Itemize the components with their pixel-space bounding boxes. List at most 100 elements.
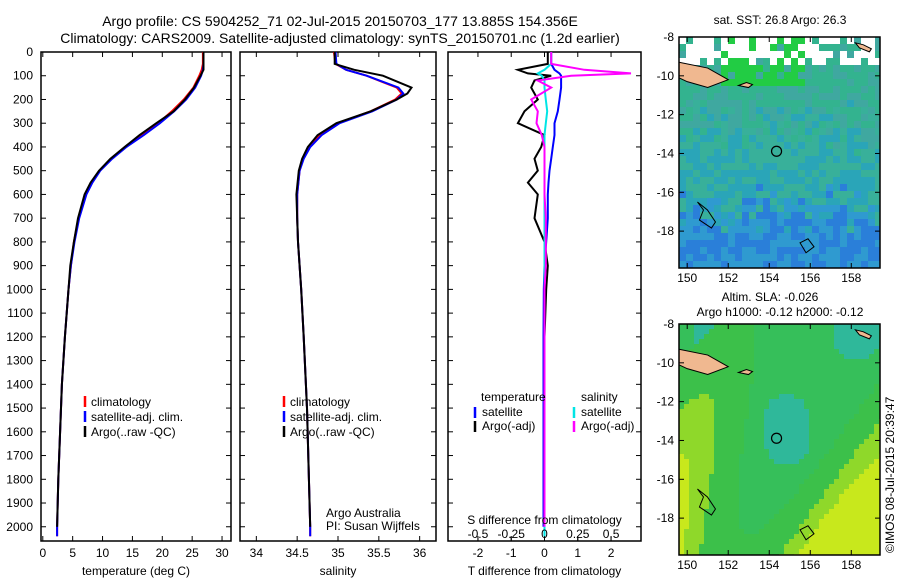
map-cell [704, 379, 709, 384]
y-tick-label: 2000 [6, 520, 33, 534]
map-cell [789, 549, 794, 554]
map-cell [684, 409, 689, 414]
map-cell [770, 205, 777, 212]
map-cell [779, 369, 784, 374]
map-cell [739, 379, 744, 384]
map-cell [784, 247, 791, 254]
map-cell [724, 504, 729, 509]
map-cell [868, 128, 875, 135]
map-cell [749, 339, 754, 344]
map-cell [779, 504, 784, 509]
map-cell [739, 549, 744, 554]
map-cell [868, 177, 875, 184]
map-cell [784, 404, 789, 409]
map-cell [719, 519, 724, 524]
map-cell [694, 344, 699, 349]
map-cell [839, 519, 844, 524]
map-cell [686, 128, 693, 135]
map-cell [789, 354, 794, 359]
map-cell [779, 459, 784, 464]
map-cell [874, 429, 879, 434]
map-cell [700, 247, 707, 254]
map-cell [809, 459, 814, 464]
map-cell [812, 240, 819, 247]
map-cell [707, 219, 714, 226]
map-cell [861, 247, 868, 254]
legend-label: satellite [581, 405, 622, 419]
map-cell [679, 121, 686, 128]
map-cell [798, 177, 805, 184]
map-cell [829, 499, 834, 504]
map-cell [799, 424, 804, 429]
map-cell [729, 329, 734, 334]
map-cell [754, 409, 759, 414]
map-cell [874, 409, 879, 414]
map-cell [709, 329, 714, 334]
map-cell [721, 107, 728, 114]
map-cell [719, 419, 724, 424]
map-cell [735, 233, 742, 240]
map-cell [749, 469, 754, 474]
map-cell [847, 86, 854, 93]
map-cell [849, 399, 854, 404]
map-cell [728, 86, 735, 93]
map-cell [804, 364, 809, 369]
map-cell [774, 329, 779, 334]
map-cell [789, 339, 794, 344]
map-cell [868, 65, 875, 72]
map-cell [819, 459, 824, 464]
map-cell [735, 128, 742, 135]
map-cell [729, 434, 734, 439]
map-cell [694, 409, 699, 414]
map-cell [721, 93, 728, 100]
map-cell [756, 240, 763, 247]
map-cell [849, 499, 854, 504]
map-cell [693, 58, 700, 65]
map-cell [770, 149, 777, 156]
title-line-2: Climatology: CARS2009. Satellite-adjuste… [60, 30, 620, 46]
map-cell [770, 121, 777, 128]
map-cell [749, 464, 754, 469]
map-cell [684, 394, 689, 399]
map-cell [774, 529, 779, 534]
map-cell [805, 58, 812, 65]
map-cell [864, 524, 869, 529]
map-cell [804, 414, 809, 419]
map-cell [859, 399, 864, 404]
map-cell [868, 37, 875, 44]
map-cell [728, 177, 735, 184]
map-cell [869, 474, 874, 479]
map-cell [814, 329, 819, 334]
map-cell [693, 44, 700, 51]
map-cell [759, 399, 764, 404]
map-cell [819, 233, 826, 240]
map-cell [819, 489, 824, 494]
map-cell [847, 191, 854, 198]
map-cell [789, 394, 794, 399]
map-cell [819, 529, 824, 534]
map-cell [794, 514, 799, 519]
map-cell [819, 384, 824, 389]
map-cell [829, 419, 834, 424]
map-cell [709, 354, 714, 359]
map-cell [734, 534, 739, 539]
map-cell [798, 191, 805, 198]
map-cell [734, 424, 739, 429]
map-cell [805, 205, 812, 212]
map-cell [684, 334, 689, 339]
map-cell [749, 226, 756, 233]
map-cell [764, 504, 769, 509]
map-cell [854, 128, 861, 135]
map-cell [804, 549, 809, 554]
map-cell [824, 324, 829, 329]
map-cell [874, 524, 879, 529]
map-cell [744, 454, 749, 459]
map-cell [794, 549, 799, 554]
map-cell [826, 191, 833, 198]
map-cell [754, 349, 759, 354]
map-cell [742, 135, 749, 142]
map-cell [798, 233, 805, 240]
map-cell [844, 374, 849, 379]
map-cell [804, 529, 809, 534]
map-cell [728, 212, 735, 219]
